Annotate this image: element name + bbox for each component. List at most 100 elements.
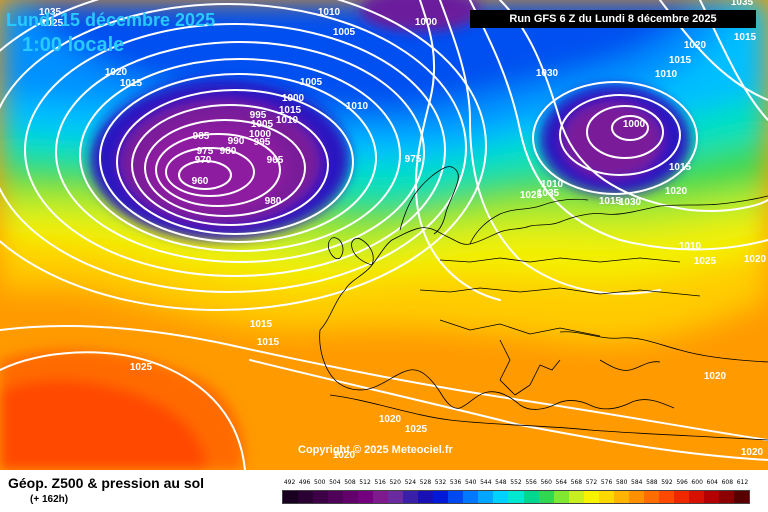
pressure-system-labels: 960 1000 1025	[130, 119, 646, 373]
scale-label: 536	[449, 479, 462, 486]
isobar-label: 1025	[41, 18, 64, 29]
scale-swatch	[658, 491, 674, 503]
isobar-label: 1020	[704, 371, 727, 382]
isobar-label: 1030	[619, 197, 642, 208]
scale-swatch	[388, 491, 404, 503]
isobar-label: 1015	[734, 32, 757, 43]
scale-label: 528	[419, 479, 432, 486]
copyright-notice: Copyright © 2025 Meteociel.fr	[298, 444, 453, 456]
isobar-label: 1005	[300, 77, 323, 88]
isobar-label: 1015	[279, 105, 302, 116]
isobar-label: 1010	[679, 241, 702, 252]
isobar-label: 1010	[655, 69, 678, 80]
isobar-label: 1020	[665, 186, 688, 197]
model-run-label: Run GFS 6 Z du Lundi 8 décembre 2025	[470, 10, 756, 28]
scale-label: 516	[374, 479, 386, 486]
isobar-label: 1015	[669, 55, 692, 66]
scale-swatch	[493, 491, 509, 503]
scale-label: 548	[495, 479, 507, 486]
scale-label: 512	[359, 479, 371, 486]
isobar-label: 1010	[276, 115, 299, 126]
scale-label: 540	[464, 479, 477, 486]
isobar-label: 1025	[694, 256, 717, 267]
legend-title: Géop. Z500 & pression au sol	[8, 475, 205, 491]
scale-swatch	[313, 491, 329, 503]
isobar-label: 1020	[333, 450, 356, 461]
scale-swatch	[613, 491, 629, 503]
isobar-label: 995	[254, 137, 271, 148]
isobar-label: 1025	[520, 190, 543, 201]
scale-swatch	[568, 491, 584, 503]
scale-swatch	[598, 491, 614, 503]
isobar-label: 1015	[257, 337, 280, 348]
isobar-label: 1020	[105, 67, 128, 78]
isobar-label: 980	[220, 146, 237, 157]
geopotential-field	[0, 0, 768, 470]
scale-swatch	[508, 491, 524, 503]
scale-swatch	[538, 491, 554, 503]
scale-label: 612	[736, 479, 749, 486]
scale-swatch	[478, 491, 494, 503]
scale-label: 496	[298, 479, 311, 486]
scale-swatch	[283, 491, 299, 503]
isobar-label: 1015	[250, 319, 273, 330]
scale-swatch	[688, 491, 704, 503]
scale-label: 576	[600, 479, 613, 486]
isobar-label: 1015	[669, 162, 692, 173]
scale-swatch	[643, 491, 659, 503]
low-centre-label: 960	[192, 176, 209, 187]
scale-label: 592	[661, 479, 673, 486]
scale-label: 520	[389, 479, 401, 486]
scale-label: 564	[555, 479, 568, 486]
isobar-label: 1000	[415, 17, 438, 28]
isobar-label: 1020	[379, 414, 402, 425]
scale-swatch	[733, 491, 749, 503]
legend-panel: Géop. Z500 & pression au sol (+ 162h) 49…	[0, 470, 768, 512]
scale-label: 544	[480, 479, 492, 486]
scale-swatch	[628, 491, 644, 503]
isobar-label: 1020	[741, 447, 764, 458]
valid-time-title: 1:00 locale	[22, 34, 125, 56]
isobar-label: 1005	[251, 119, 274, 130]
scale-label: 504	[329, 479, 341, 486]
scale-swatch	[358, 491, 374, 503]
colour-scale-labels: 492 496 500 504 508 512 516 520 524 528 532 536 540 5…	[282, 479, 750, 489]
isobar-label: 990	[228, 136, 245, 147]
isobar-label: 985	[193, 131, 210, 142]
isobar-label: 1020	[744, 254, 767, 265]
isobar-label: 975	[405, 154, 422, 165]
scale-label: 568	[570, 479, 583, 486]
isobar-label: 1030	[536, 68, 559, 79]
scale-swatch	[418, 491, 434, 503]
coastlines	[319, 166, 768, 441]
scale-label: 532	[434, 479, 447, 486]
scale-label: 556	[525, 479, 537, 486]
scale-swatch	[373, 491, 389, 503]
low-centre-label: 1000	[623, 119, 646, 130]
scale-swatch	[583, 491, 599, 503]
scale-swatch	[298, 491, 314, 503]
isobar-label: 1035	[537, 188, 560, 199]
isobar-label: 1020	[684, 40, 707, 51]
scale-label: 608	[721, 479, 734, 486]
isobar-label: 970	[195, 155, 212, 166]
scale-swatch	[448, 491, 464, 503]
scale-label: 524	[404, 479, 417, 486]
scale-label: 604	[706, 479, 718, 486]
scale-swatch	[523, 491, 539, 503]
isobar-label: 1000	[282, 93, 305, 104]
scale-label: 584	[631, 479, 643, 486]
isobar-label: 1025	[405, 424, 428, 435]
scale-label: 588	[646, 479, 658, 486]
isobar-label: 980	[265, 196, 282, 207]
scale-label: 552	[510, 479, 522, 486]
isobar-value-labels: 1035102510201015101010051000103510151020…	[0, 0, 767, 461]
scale-swatch	[703, 491, 719, 503]
isobar-label: 1020	[0, 0, 12, 3]
scale-label: 596	[676, 479, 688, 486]
isobar-label: 1015	[120, 78, 143, 89]
scale-swatch	[673, 491, 689, 503]
scale-label: 508	[344, 479, 356, 486]
isobar-label: 1035	[39, 7, 62, 18]
